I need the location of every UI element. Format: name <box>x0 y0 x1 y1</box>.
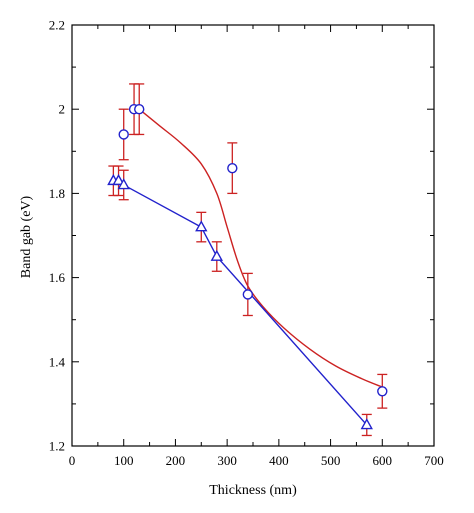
x-tick-label: 300 <box>217 453 237 468</box>
data-point-triangle <box>117 178 130 190</box>
data-point-triangle <box>195 220 208 232</box>
x-tick-label: 100 <box>114 453 134 468</box>
y-tick-label: 2.2 <box>49 18 65 33</box>
data-point-triangle <box>360 418 373 430</box>
series-circle-fit-line <box>138 108 383 388</box>
data-point-triangle <box>210 249 223 261</box>
data-point-circle <box>377 386 388 397</box>
plot-frame <box>71 24 435 447</box>
y-axis-label: Band gab (eV) <box>19 195 34 278</box>
x-tick-label: 400 <box>269 453 289 468</box>
x-tick-label: 200 <box>166 453 186 468</box>
data-point-circle <box>118 129 129 140</box>
data-point-circle <box>227 162 238 174</box>
axes: 0 100 200 300 400 500 600 700 1.2 1.4 1.6 1.8 2 2.2 <box>49 18 444 469</box>
plot-area <box>107 83 388 437</box>
y-tick-label: 2 <box>59 102 66 117</box>
y-tick-label: 1.8 <box>49 186 65 201</box>
x-tick-label: 600 <box>373 453 393 468</box>
y-tick-label: 1.2 <box>49 439 65 454</box>
y-tick-label: 1.6 <box>49 270 66 285</box>
data-point-circle <box>134 103 145 115</box>
series-triangle-line <box>113 180 368 426</box>
data-point-triangle <box>112 173 125 186</box>
x-axis-label: Thickness (nm) <box>209 483 297 498</box>
x-tick-label: 0 <box>69 453 76 468</box>
x-tick-label: 700 <box>424 453 444 468</box>
data-point-circle <box>242 289 254 300</box>
x-tick-label: 500 <box>321 453 341 468</box>
y-tick-label: 1.4 <box>49 354 66 369</box>
